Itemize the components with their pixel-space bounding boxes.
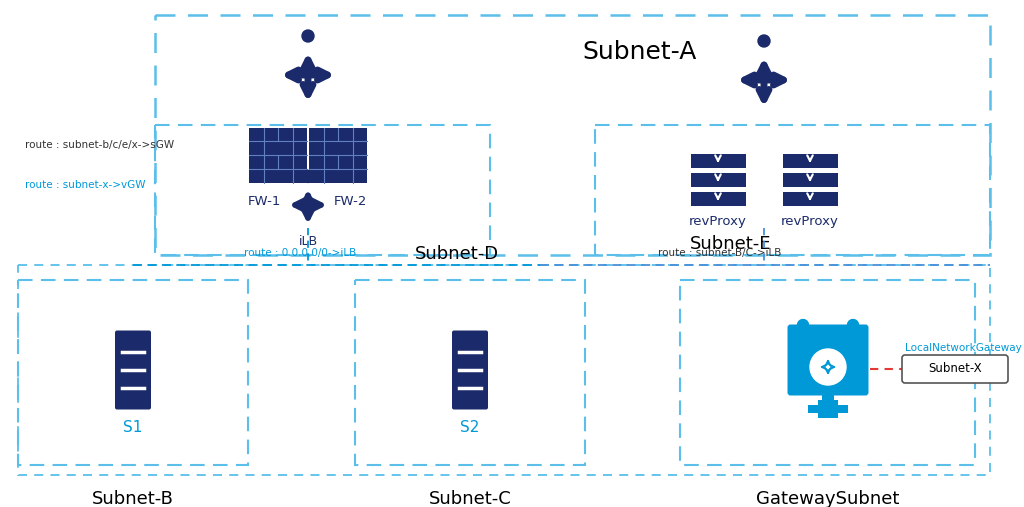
Text: Subnet-X: Subnet-X	[928, 363, 982, 376]
Bar	[690, 192, 745, 206]
Bar	[18, 265, 990, 475]
Bar	[355, 280, 585, 465]
Text: revProxy: revProxy	[689, 215, 746, 228]
Text: route : subnet-x->vGW: route : subnet-x->vGW	[25, 180, 145, 190]
Bar	[690, 173, 745, 187]
Text: route : subnet-b/c/e/x->sGW: route : subnet-b/c/e/x->sGW	[25, 140, 174, 150]
FancyBboxPatch shape	[115, 331, 151, 410]
FancyBboxPatch shape	[787, 324, 868, 395]
Bar	[309, 127, 367, 183]
Text: Subnet-C: Subnet-C	[429, 490, 511, 507]
Bar	[782, 192, 838, 206]
Circle shape	[758, 35, 770, 47]
Circle shape	[810, 349, 846, 385]
Text: route : 0.0.0.0/0->iLB: route : 0.0.0.0/0->iLB	[244, 248, 356, 258]
Bar	[595, 125, 990, 255]
Text: iLB: iLB	[298, 235, 317, 248]
Bar	[155, 15, 990, 255]
Bar	[680, 280, 975, 465]
Text: GatewaySubnet: GatewaySubnet	[757, 490, 900, 507]
Text: Subnet-A: Subnet-A	[583, 40, 697, 64]
Bar	[249, 127, 307, 183]
FancyBboxPatch shape	[452, 331, 488, 410]
Text: S1: S1	[123, 420, 142, 435]
Bar	[155, 125, 490, 255]
Bar	[808, 405, 848, 413]
Text: Subnet-B: Subnet-B	[92, 490, 174, 507]
Text: FW-2: FW-2	[334, 195, 367, 208]
Circle shape	[302, 170, 314, 183]
Bar	[822, 392, 834, 405]
Text: Subnet-D: Subnet-D	[415, 245, 499, 263]
Text: LocalNetworkGateway: LocalNetworkGateway	[905, 343, 1022, 353]
Bar	[690, 154, 745, 168]
Circle shape	[302, 30, 314, 42]
Bar	[782, 154, 838, 168]
Text: revProxy: revProxy	[781, 215, 839, 228]
Text: S2: S2	[461, 420, 479, 435]
Text: Subnet-E: Subnet-E	[690, 235, 771, 253]
Text: FW-1: FW-1	[248, 195, 281, 208]
Bar	[818, 400, 838, 417]
Bar	[782, 173, 838, 187]
Text: route : subnet-B/C->iLB: route : subnet-B/C->iLB	[658, 248, 781, 258]
FancyBboxPatch shape	[902, 355, 1008, 383]
Bar	[18, 280, 248, 465]
